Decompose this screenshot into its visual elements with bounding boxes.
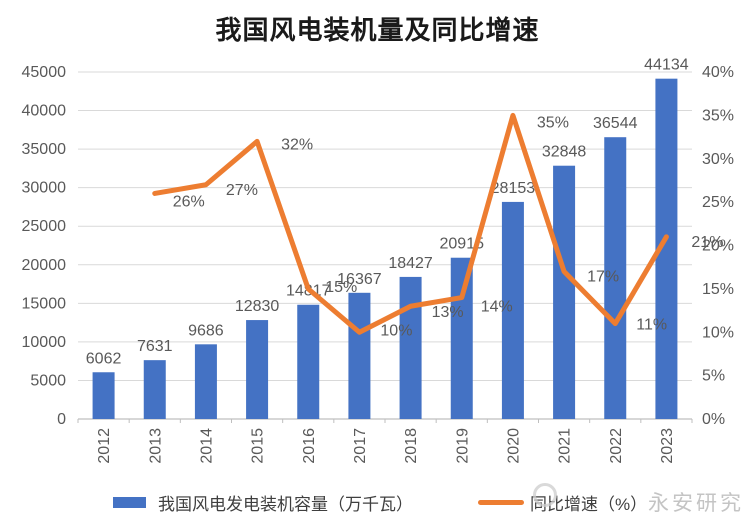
legend-item-capacity: 我国风电发电装机容量（万千瓦） (113, 490, 413, 515)
bar-value-label: 12830 (235, 298, 280, 315)
left-axis-tick-label: 10000 (22, 334, 67, 351)
right-axis-tick-label: 15% (702, 281, 734, 298)
bar-value-label: 16367 (337, 271, 382, 288)
growth-pct-label: 21% (691, 234, 723, 251)
left-axis-tick-label: 45000 (22, 64, 67, 81)
bar-value-label: 28153 (491, 180, 536, 197)
right-axis-tick-label: 40% (702, 64, 734, 81)
growth-rate-line (152, 112, 669, 335)
watermark-text: 永安研究 (648, 492, 744, 515)
chart-title: 我国风电装机量及同比增速 (215, 15, 540, 45)
bar-2022 (604, 137, 627, 420)
bar-2021 (553, 165, 576, 419)
right-axis-tick-label: 30% (702, 151, 734, 168)
left-axis-tick-label: 25000 (22, 218, 67, 235)
x-tick-label: 2016 (301, 428, 318, 464)
bar-value-label: 9686 (188, 322, 224, 339)
x-tick-label: 2020 (505, 428, 522, 464)
right-axis-tick-label: 20% (702, 238, 734, 255)
chart-legend: 我国风电发电装机容量（万千瓦） 同比增速（%） (0, 490, 755, 524)
left-axis-tick-label: 20000 (22, 257, 67, 274)
left-axis-tick-label: 0 (57, 411, 66, 428)
bar-value-label: 32848 (542, 144, 587, 161)
growth-pct-label: 27% (226, 182, 258, 199)
left-axis-tick-label: 30000 (22, 180, 67, 197)
x-tick-label: 2019 (454, 428, 471, 464)
growth-pct-label: 32% (281, 136, 313, 153)
growth-pct-label: 13% (432, 304, 464, 321)
x-tick-label: 2023 (659, 428, 676, 464)
bar-value-label: 44134 (644, 57, 689, 74)
bar-2015 (246, 320, 269, 419)
x-tick-label: 2013 (147, 428, 164, 464)
growth-pct-label: 26% (173, 193, 205, 210)
right-axis-tick-label: 0% (702, 411, 725, 428)
x-tick-label: 2021 (557, 428, 574, 464)
growth-pct-label: 11% (636, 317, 667, 334)
left-axis-tick-label: 35000 (22, 141, 67, 158)
growth-pct-label: 10% (380, 322, 412, 339)
bar-2016 (297, 304, 320, 419)
bar-2023 (655, 78, 678, 419)
watermark-circle-logo-icon (533, 483, 557, 507)
growth-pct-label: 35% (537, 114, 569, 131)
bar-2013 (143, 360, 166, 419)
bar-2020 (501, 201, 524, 419)
bar-value-label: 7631 (137, 338, 173, 355)
bar-2019 (450, 257, 473, 419)
legend-label-growth: 同比增速（%） (530, 495, 648, 514)
bar-series-swatch (113, 497, 146, 508)
x-tick-label: 2014 (198, 428, 215, 464)
right-axis-tick-label: 25% (702, 194, 734, 211)
combo-chart-plot: 0 5000 10000 15000 20000 25000 30000 35000 40000… (22, 57, 735, 464)
right-axis-tick-label: 10% (702, 324, 734, 341)
legend-item-growth: 同比增速（%） (478, 490, 647, 515)
right-axis-tick-label: 5% (702, 368, 725, 385)
bar-2018 (399, 276, 422, 419)
bar-2012 (92, 372, 115, 419)
bar-value-label: 18427 (388, 255, 433, 272)
bar-value-label: 6062 (86, 350, 122, 367)
line-series-swatch (478, 500, 524, 505)
growth-pct-label: 15% (325, 279, 357, 296)
bar-2017 (348, 292, 371, 419)
bar-2014 (194, 344, 217, 419)
growth-pct-label: 14% (481, 299, 513, 316)
left-axis-tick-label: 15000 (22, 295, 67, 312)
left-axis-tick-label: 5000 (30, 372, 66, 389)
bar-value-label: 36544 (593, 115, 638, 132)
x-tick-label: 2017 (352, 428, 369, 464)
x-tick-label: 2018 (403, 428, 420, 464)
left-axis-tick-label: 40000 (22, 103, 67, 120)
x-tick-label: 2015 (250, 428, 267, 464)
x-tick-label: 2012 (96, 428, 113, 464)
right-axis-tick-label: 35% (702, 107, 734, 124)
legend-label-capacity: 我国风电发电装机容量（万千瓦） (158, 495, 413, 514)
x-tick-label: 2022 (608, 428, 625, 464)
growth-pct-label: 17% (587, 269, 619, 286)
